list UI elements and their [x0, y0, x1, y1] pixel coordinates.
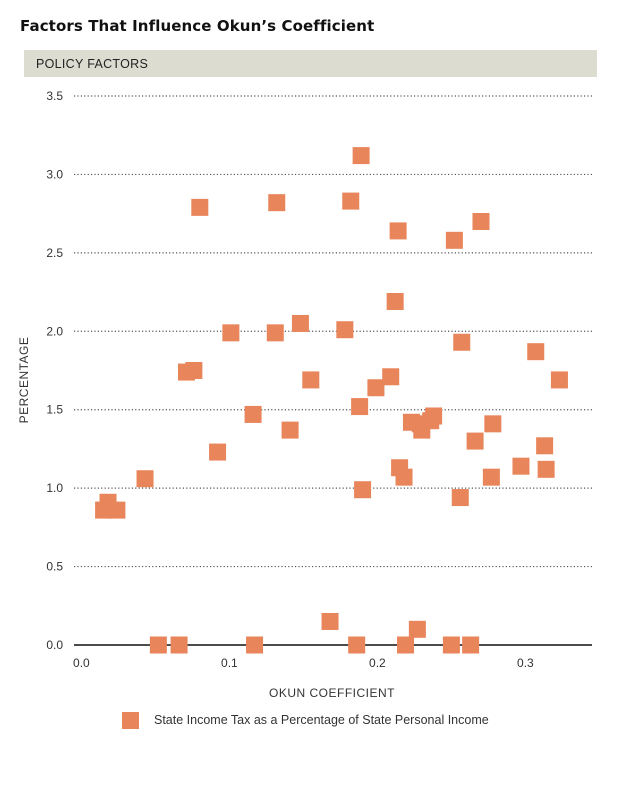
chart-title: Factors That Influence Okun’s Coefficien… — [20, 17, 375, 35]
data-point — [149, 636, 167, 654]
data-point — [170, 636, 188, 654]
data-point — [472, 212, 490, 230]
y-tick-label: 3.0 — [46, 167, 63, 181]
data-point — [386, 292, 404, 310]
data-point — [537, 460, 555, 478]
data-point — [482, 468, 500, 486]
data-point — [484, 415, 502, 433]
legend-label: State Income Tax as a Percentage of Stat… — [154, 713, 489, 727]
data-point — [462, 636, 480, 654]
data-point — [136, 470, 154, 488]
x-tick-label: 0.3 — [517, 656, 534, 670]
data-point — [397, 636, 415, 654]
data-point — [281, 421, 299, 439]
data-point — [244, 405, 262, 423]
x-tick-label: 0.0 — [73, 656, 90, 670]
data-point — [246, 636, 264, 654]
section-label: POLICY FACTORS — [36, 57, 149, 71]
data-point — [185, 362, 203, 379]
data-point — [442, 636, 460, 654]
section-band — [24, 50, 597, 77]
data-point — [209, 443, 227, 461]
data-point — [321, 612, 339, 630]
data-point — [512, 457, 530, 475]
data-point — [536, 437, 554, 455]
data-point — [336, 321, 354, 339]
x-axis-label: OKUN COEFFICIENT — [269, 686, 395, 700]
data-point — [395, 468, 413, 486]
data-point — [348, 636, 366, 654]
y-tick-label: 1.0 — [46, 481, 63, 495]
y-axis-label: PERCENTAGE — [17, 337, 31, 424]
data-point — [191, 198, 209, 216]
data-point — [389, 222, 407, 240]
data-point — [425, 407, 443, 425]
data-point — [302, 371, 320, 389]
data-point — [352, 147, 370, 165]
data-point — [268, 194, 286, 212]
data-point — [351, 398, 369, 416]
y-tick-label: 0.0 — [46, 638, 63, 652]
data-point — [266, 324, 284, 342]
data-point — [527, 343, 545, 361]
x-tick-label: 0.2 — [369, 656, 386, 670]
y-tick-label: 1.5 — [46, 403, 63, 417]
data-point — [466, 432, 484, 450]
x-tick-label: 0.1 — [221, 656, 238, 670]
y-tick-label: 2.0 — [46, 324, 63, 338]
y-tick-label: 0.5 — [46, 560, 63, 574]
data-point — [382, 368, 400, 386]
data-point — [222, 324, 240, 342]
data-point — [453, 333, 471, 351]
data-point — [367, 379, 385, 397]
data-point — [108, 501, 126, 519]
y-tick-label: 3.5 — [46, 89, 63, 103]
legend-swatch — [122, 712, 139, 729]
data-point — [354, 481, 372, 499]
data-point — [342, 192, 360, 210]
data-point — [451, 489, 469, 507]
data-point — [291, 314, 309, 332]
y-tick-label: 2.5 — [46, 246, 63, 260]
data-point — [550, 371, 568, 389]
data-point — [445, 231, 463, 249]
data-point — [408, 620, 426, 638]
